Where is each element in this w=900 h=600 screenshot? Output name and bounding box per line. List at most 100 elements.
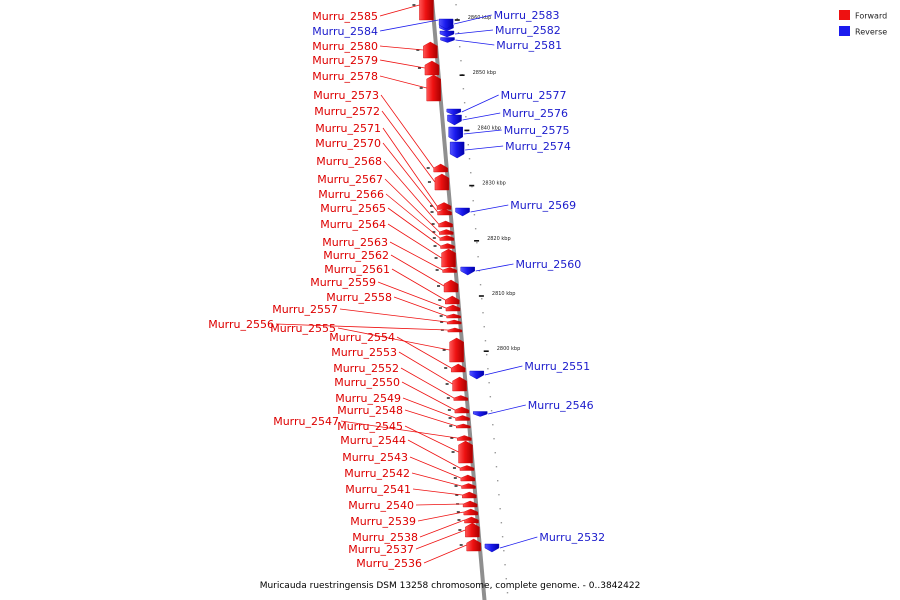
forward-gene-arrow[interactable] bbox=[446, 319, 462, 325]
forward-gene-arrow[interactable] bbox=[439, 235, 455, 241]
reverse-gene-arrow[interactable] bbox=[460, 266, 475, 276]
forward-gene-arrow[interactable] bbox=[445, 295, 460, 305]
reverse-gene-label[interactable]: Murru_2581 bbox=[496, 39, 562, 52]
forward-gene-label[interactable]: Murru_2568 bbox=[316, 155, 382, 168]
reverse-gene-arrow[interactable] bbox=[439, 30, 455, 38]
forward-gene-arrow[interactable] bbox=[447, 327, 463, 333]
forward-gene-label[interactable]: Murru_2556 bbox=[208, 318, 274, 331]
reverse-gene-arrow[interactable] bbox=[438, 18, 454, 30]
forward-gene-label[interactable]: Murru_2572 bbox=[314, 105, 380, 118]
reverse-gene-label[interactable]: Murru_2574 bbox=[505, 140, 571, 153]
forward-gene-label[interactable]: Murru_2555 bbox=[270, 322, 336, 335]
forward-gene-label[interactable]: Murru_2539 bbox=[350, 515, 416, 528]
forward-gene-label[interactable]: Murru_2542 bbox=[344, 467, 410, 480]
forward-gene-arrow[interactable] bbox=[460, 474, 476, 482]
forward-gene-arrow[interactable] bbox=[434, 173, 450, 191]
reverse-gene-label[interactable]: Murru_2532 bbox=[539, 531, 605, 544]
forward-gene-label[interactable]: Murru_2557 bbox=[272, 303, 338, 316]
forward-gene-label[interactable]: Murru_2549 bbox=[335, 392, 401, 405]
forward-gene-arrow[interactable] bbox=[454, 406, 470, 414]
reverse-gene-label[interactable]: Murru_2560 bbox=[515, 258, 581, 271]
forward-gene-label[interactable]: Murru_2565 bbox=[320, 202, 386, 215]
forward-gene-label[interactable]: Murru_2544 bbox=[340, 434, 406, 447]
reverse-gene-arrow[interactable] bbox=[484, 543, 500, 553]
forward-gene-label[interactable]: Murru_2550 bbox=[334, 376, 400, 389]
forward-gene-label[interactable]: Murru_2558 bbox=[326, 291, 392, 304]
forward-gene-label[interactable]: Murru_2541 bbox=[345, 483, 411, 496]
forward-gene-label[interactable]: Murru_2545 bbox=[337, 420, 403, 433]
forward-gene-label[interactable]: Murru_2585 bbox=[312, 10, 378, 23]
forward-gene-arrow[interactable] bbox=[459, 465, 475, 471]
reverse-gene-label[interactable]: Murru_2577 bbox=[501, 89, 567, 102]
forward-gene-label[interactable]: Murru_2553 bbox=[331, 346, 397, 359]
forward-gene-arrow[interactable] bbox=[458, 440, 473, 464]
forward-gene-arrow[interactable] bbox=[452, 376, 467, 392]
forward-gene-label[interactable]: Murru_2559 bbox=[310, 276, 376, 289]
forward-gene-label[interactable]: Murru_2562 bbox=[323, 249, 389, 262]
forward-gene-arrow[interactable] bbox=[462, 500, 478, 508]
reverse-gene-arrow[interactable] bbox=[449, 141, 465, 159]
forward-gene-arrow[interactable] bbox=[461, 483, 476, 489]
reverse-gene-label[interactable]: Murru_2584 bbox=[312, 25, 378, 38]
forward-gene-label[interactable]: Murru_2564 bbox=[320, 218, 386, 231]
forward-gene-arrow[interactable] bbox=[437, 208, 452, 216]
forward-gene-label[interactable]: Murru_2537 bbox=[348, 543, 414, 556]
forward-gene-label[interactable]: Murru_2567 bbox=[317, 173, 383, 186]
forward-gene-label[interactable]: Murru_2547 bbox=[273, 415, 339, 428]
forward-gene-arrow[interactable] bbox=[441, 248, 456, 268]
reverse-gene-label[interactable]: Murru_2546 bbox=[528, 399, 594, 412]
reverse-gene-label[interactable]: Murru_2576 bbox=[502, 107, 568, 120]
forward-gene-arrow[interactable] bbox=[449, 337, 464, 363]
forward-gene-arrow[interactable] bbox=[466, 538, 481, 552]
forward-gene-arrow[interactable] bbox=[419, 0, 434, 21]
reverse-gene-arrow[interactable] bbox=[447, 114, 462, 126]
reverse-gene-label[interactable]: Murru_2551 bbox=[524, 360, 590, 373]
forward-gene-arrow[interactable] bbox=[443, 279, 459, 293]
forward-gene-arrow[interactable] bbox=[465, 522, 480, 538]
reverse-gene-arrow[interactable] bbox=[446, 108, 461, 116]
forward-gene-label[interactable]: Murru_2580 bbox=[312, 40, 378, 53]
forward-gene-arrow[interactable] bbox=[423, 41, 438, 59]
forward-gene-arrow[interactable] bbox=[436, 202, 452, 210]
forward-gene-arrow[interactable] bbox=[440, 243, 455, 249]
forward-gene-arrow[interactable] bbox=[464, 516, 479, 524]
forward-gene-arrow[interactable] bbox=[439, 229, 454, 235]
forward-gene-label[interactable]: Murru_2566 bbox=[318, 188, 384, 201]
forward-gene-label[interactable]: Murru_2579 bbox=[312, 54, 378, 67]
forward-gene-arrow[interactable] bbox=[426, 74, 441, 102]
forward-gene-label[interactable]: Murru_2563 bbox=[322, 236, 388, 249]
forward-gene-label[interactable]: Murru_2578 bbox=[312, 70, 378, 83]
forward-gene-label[interactable]: Murru_2538 bbox=[352, 531, 418, 544]
forward-gene-label[interactable]: Murru_2571 bbox=[315, 122, 381, 135]
forward-gene-arrow[interactable] bbox=[456, 423, 471, 429]
forward-gene-arrow[interactable] bbox=[446, 313, 461, 319]
forward-gene-label[interactable]: Murru_2561 bbox=[324, 263, 390, 276]
forward-gene-label[interactable]: Murru_2543 bbox=[342, 451, 408, 464]
forward-gene-arrow[interactable] bbox=[433, 163, 448, 173]
forward-gene-arrow[interactable] bbox=[453, 395, 469, 401]
reverse-gene-arrow[interactable] bbox=[440, 37, 455, 43]
forward-gene-label[interactable]: Murru_2548 bbox=[337, 404, 403, 417]
reverse-gene-label[interactable]: Murru_2575 bbox=[504, 124, 570, 137]
forward-gene-arrow[interactable] bbox=[462, 491, 477, 499]
reverse-gene-arrow[interactable] bbox=[469, 370, 485, 380]
reverse-gene-arrow[interactable] bbox=[455, 207, 470, 217]
forward-gene-label[interactable]: Murru_2540 bbox=[348, 499, 414, 512]
forward-gene-label[interactable]: Murru_2554 bbox=[329, 331, 395, 344]
forward-gene-arrow[interactable] bbox=[451, 363, 466, 373]
forward-gene-arrow[interactable] bbox=[463, 508, 478, 516]
forward-gene-label[interactable]: Murru_2573 bbox=[313, 89, 379, 102]
reverse-gene-arrow[interactable] bbox=[473, 411, 488, 417]
forward-gene-label[interactable]: Murru_2536 bbox=[356, 557, 422, 570]
forward-gene-arrow[interactable] bbox=[445, 304, 461, 312]
reverse-gene-label[interactable]: Murru_2582 bbox=[495, 24, 561, 37]
reverse-gene-arrow[interactable] bbox=[448, 126, 463, 142]
forward-gene-arrow[interactable] bbox=[455, 415, 470, 421]
reverse-gene-label[interactable]: Murru_2583 bbox=[494, 9, 560, 22]
forward-gene-arrow[interactable] bbox=[438, 220, 453, 228]
forward-gene-arrow[interactable] bbox=[442, 267, 457, 273]
forward-gene-arrow[interactable] bbox=[457, 435, 472, 441]
forward-gene-label[interactable]: Murru_2552 bbox=[333, 362, 399, 375]
reverse-gene-label[interactable]: Murru_2569 bbox=[510, 199, 576, 212]
forward-gene-arrow[interactable] bbox=[424, 60, 440, 76]
